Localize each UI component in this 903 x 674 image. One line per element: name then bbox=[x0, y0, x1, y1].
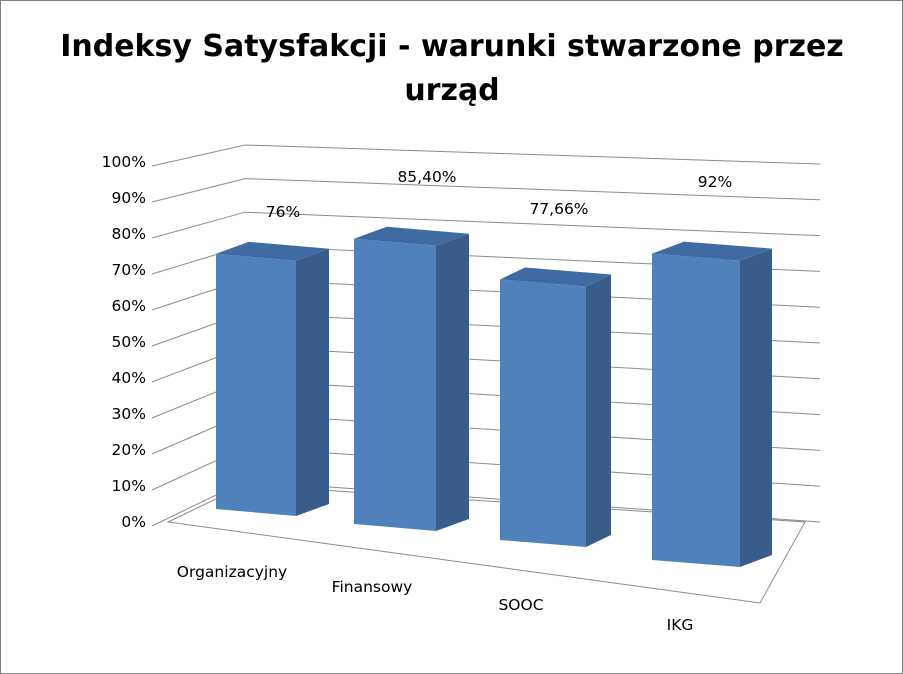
category-label: IKG bbox=[667, 616, 694, 634]
bar-top bbox=[652, 241, 772, 261]
y-tick-label: 80% bbox=[112, 225, 146, 243]
bar-front bbox=[652, 253, 740, 567]
bar-front bbox=[500, 279, 586, 547]
chart-title-line-2: urząd bbox=[404, 73, 499, 108]
data-label: 77,66% bbox=[529, 200, 588, 218]
bar-side bbox=[296, 248, 329, 517]
category-label: Organizacyjny bbox=[177, 563, 287, 581]
bar-top bbox=[354, 226, 469, 246]
gridline bbox=[151, 178, 821, 203]
y-tick-label: 50% bbox=[112, 333, 146, 351]
y-tick-label: 30% bbox=[112, 405, 146, 423]
y-tick-label: 0% bbox=[121, 513, 146, 531]
bar-front bbox=[216, 253, 296, 517]
y-tick-label: 10% bbox=[112, 477, 146, 495]
bar-top bbox=[216, 241, 329, 261]
data-label: 85,40% bbox=[397, 168, 456, 186]
category-labels: Organizacyjny Finansowy SOOC IKG bbox=[177, 563, 694, 634]
bar-side bbox=[436, 233, 469, 531]
chart-title-line-1: Indeksy Satysfakcji - warunki stwarzone … bbox=[60, 29, 844, 64]
bar-front bbox=[354, 238, 436, 531]
category-label: Finansowy bbox=[332, 578, 413, 596]
bar-side bbox=[740, 248, 772, 567]
y-axis-ticks: 0% 10% 20% 30% 40% 50% 60% 70% 80% 90% 100% bbox=[102, 153, 146, 531]
y-tick-label: 90% bbox=[112, 189, 146, 207]
data-labels: 76% 85,40% 77,66% 92% bbox=[266, 168, 732, 221]
y-tick-label: 70% bbox=[112, 261, 146, 279]
bars bbox=[216, 226, 772, 567]
bar-side bbox=[586, 274, 611, 547]
data-label: 76% bbox=[266, 203, 300, 221]
bar-top bbox=[500, 267, 611, 287]
y-tick-label: 100% bbox=[102, 153, 146, 171]
data-label: 92% bbox=[698, 173, 732, 191]
gridline bbox=[151, 144, 821, 167]
y-tick-label: 40% bbox=[112, 369, 146, 387]
y-tick-label: 20% bbox=[112, 441, 146, 459]
y-tick-label: 60% bbox=[112, 297, 146, 315]
category-label: SOOC bbox=[498, 596, 543, 614]
gridline bbox=[151, 211, 821, 239]
